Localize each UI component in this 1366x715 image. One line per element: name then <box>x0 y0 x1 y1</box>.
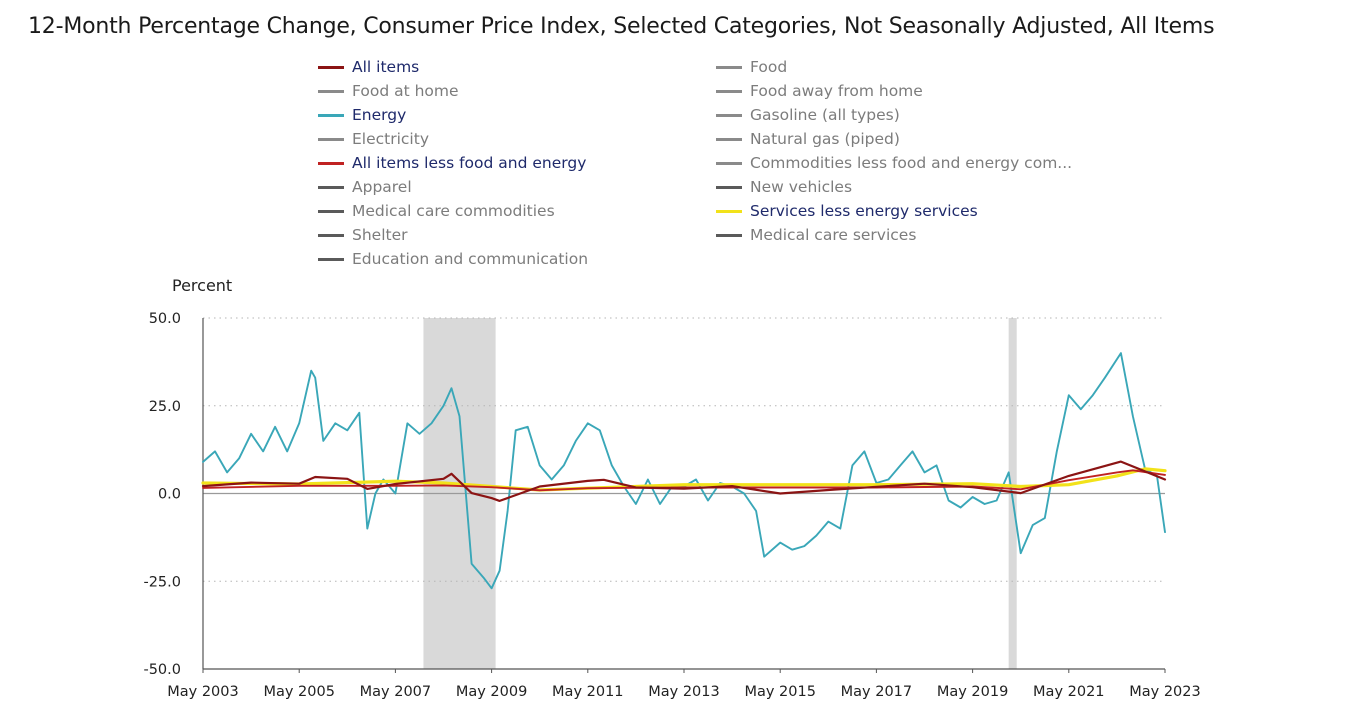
legend-label: Education and communication <box>352 250 589 268</box>
legend-swatch <box>716 137 742 141</box>
legend-swatch <box>716 209 742 213</box>
legend-swatch <box>318 233 344 237</box>
legend-label: Shelter <box>352 226 408 244</box>
legend-label: Apparel <box>352 178 412 196</box>
legend-item-food-at-home[interactable]: Food at home <box>318 80 459 102</box>
legend-label: Services less energy services <box>750 202 978 220</box>
legend-item-electricity[interactable]: Electricity <box>318 128 429 150</box>
legend-label: Energy <box>352 106 407 124</box>
legend-label: All items less food and energy <box>352 154 587 172</box>
x-tick-label: May 2003 <box>167 684 239 700</box>
y-tick-label: -25.0 <box>143 574 181 590</box>
legend-item-apparel[interactable]: Apparel <box>318 176 412 198</box>
legend-swatch <box>318 65 344 69</box>
legend-swatch <box>318 89 344 93</box>
x-tick-label: May 2019 <box>937 684 1009 700</box>
legend-swatch <box>716 185 742 189</box>
legend-swatch <box>318 257 344 261</box>
legend-item-natural-gas-piped[interactable]: Natural gas (piped) <box>716 128 900 150</box>
x-tick-label: May 2015 <box>744 684 816 700</box>
y-tick-label: 50.0 <box>149 311 181 327</box>
legend-swatch <box>318 185 344 189</box>
x-tick-label: May 2009 <box>456 684 528 700</box>
legend: All items Food Food at home Food away from … <box>318 56 1178 271</box>
legend-item-education-and-communication[interactable]: Education and communication <box>318 248 588 270</box>
legend-label: Commodities less food and energy com... <box>750 154 1073 172</box>
legend-swatch <box>318 209 344 213</box>
x-tick-label: May 2017 <box>841 684 913 700</box>
series-line-all-items <box>201 460 1167 502</box>
legend-label: All items <box>352 58 420 76</box>
legend-item-gasoline-all-types[interactable]: Gasoline (all types) <box>716 104 900 126</box>
legend-swatch <box>716 89 742 93</box>
legend-item-all-items-less-food-and-energy[interactable]: All items less food and energy <box>318 152 586 174</box>
x-tick-label: May 2011 <box>552 684 624 700</box>
legend-item-food-away-from-home[interactable]: Food away from home <box>716 80 923 102</box>
legend-swatch <box>716 161 742 165</box>
legend-label: Food at home <box>352 82 459 100</box>
legend-label: Gasoline (all types) <box>750 106 900 124</box>
legend-label: New vehicles <box>750 178 853 196</box>
legend-item-shelter[interactable]: Shelter <box>318 224 408 246</box>
legend-item-energy[interactable]: Energy <box>318 104 406 126</box>
legend-label: Natural gas (piped) <box>750 130 900 148</box>
y-tick-label: 25.0 <box>149 399 181 415</box>
legend-item-medical-care-commodities[interactable]: Medical care commodities <box>318 200 555 222</box>
legend-item-all-items[interactable]: All items <box>318 56 419 78</box>
legend-swatch <box>318 137 344 141</box>
legend-item-commodities-less-food-and-energy-com[interactable]: Commodities less food and energy com... <box>716 152 1072 174</box>
chart-title: 12-Month Percentage Change, Consumer Pri… <box>28 14 1215 39</box>
legend-label: Electricity <box>352 130 429 148</box>
legend-swatch <box>318 113 344 117</box>
y-tick-label: -50.0 <box>143 662 181 678</box>
x-tick-label: May 2007 <box>360 684 432 700</box>
series-line-energy <box>202 352 1166 590</box>
x-tick-label: May 2021 <box>1033 684 1105 700</box>
legend-item-medical-care-services[interactable]: Medical care services <box>716 224 916 246</box>
legend-label: Food <box>750 58 788 76</box>
legend-label: Medical care commodities <box>352 202 555 220</box>
legend-item-new-vehicles[interactable]: New vehicles <box>716 176 852 198</box>
legend-label: Medical care services <box>750 226 917 244</box>
series-line-all-items-less-food-and-energy <box>202 469 1166 492</box>
legend-swatch <box>318 161 344 165</box>
y-axis-label: Percent <box>172 276 233 295</box>
legend-item-services-less-energy-services[interactable]: Services less energy services <box>716 200 978 222</box>
x-tick-label: May 2023 <box>1129 684 1201 700</box>
legend-item-food[interactable]: Food <box>716 56 787 78</box>
y-tick-label: 0.0 <box>158 487 181 503</box>
x-tick-label: May 2005 <box>263 684 335 700</box>
legend-label: Food away from home <box>750 82 923 100</box>
legend-swatch <box>716 65 742 69</box>
legend-swatch <box>716 113 742 117</box>
x-tick-label: May 2013 <box>648 684 720 700</box>
legend-swatch <box>716 233 742 237</box>
